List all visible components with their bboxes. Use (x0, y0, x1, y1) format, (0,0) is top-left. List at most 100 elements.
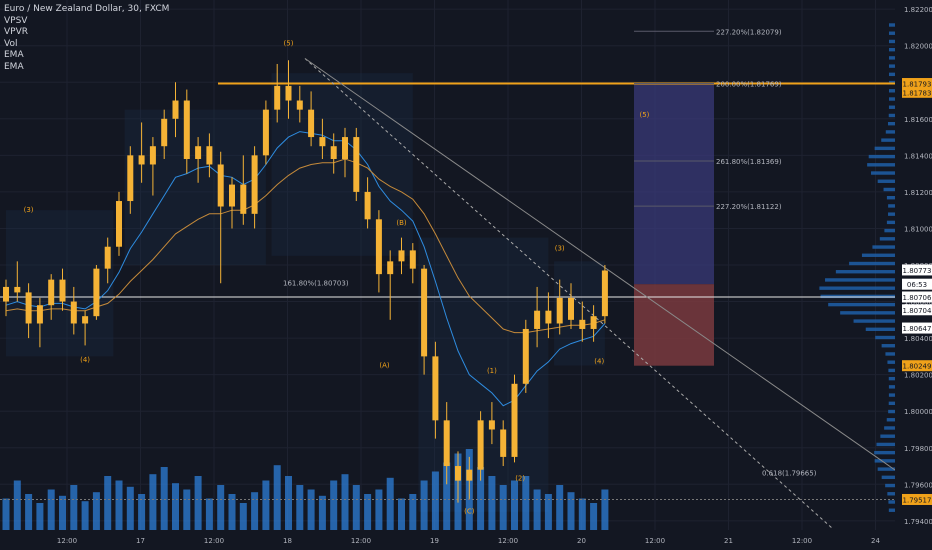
vpvr-bar (876, 442, 895, 447)
candle-body (116, 201, 122, 247)
candle-body (127, 155, 134, 202)
vpvr-bar (888, 204, 895, 208)
time-tick-label: 12:00 (351, 537, 371, 545)
ema-lines (5, 131, 606, 407)
candle-body (36, 305, 43, 324)
volume-bar (126, 486, 134, 530)
candle-body (455, 466, 461, 481)
vpvr-bar (888, 401, 895, 406)
volume-bar (398, 498, 405, 530)
price-axis[interactable]: 1.822001.820001.818001.816001.814001.812… (895, 0, 932, 550)
candle-body (330, 146, 337, 159)
volume-bar (149, 474, 157, 530)
time-tick-label: 12:00 (57, 537, 77, 545)
candle-body (477, 420, 484, 470)
candle-body (353, 137, 360, 192)
vpvr-bar (840, 311, 895, 315)
time-axis[interactable]: 12:00 17 12:00 18 12:00 19 12:00 20 12:00 21 12:00… (0, 530, 932, 550)
candle-body (25, 292, 32, 324)
vpvr-bar (875, 335, 895, 340)
volume-bar (544, 494, 552, 530)
volume-bar (556, 485, 564, 530)
volume-bar (104, 476, 112, 530)
vpvr-bar (886, 418, 895, 422)
indicator-vpvr[interactable]: VPVR (4, 27, 28, 37)
price-tick-label: 1.79600 (904, 481, 932, 489)
vpvr-bar (888, 385, 895, 389)
volume-bar (239, 503, 247, 530)
price-tick-label: 1.81600 (904, 116, 932, 124)
vpvr-bar (888, 113, 895, 118)
price-tick-label: 1.80400 (904, 335, 932, 343)
indicator-vpsv[interactable]: VPSV (4, 15, 28, 26)
candle-body (364, 191, 371, 220)
vpvr-bar (887, 492, 895, 496)
vpvr-bar (881, 344, 895, 348)
volume-bar (262, 480, 270, 530)
volume-bar (522, 476, 530, 530)
volume-bar (285, 476, 292, 530)
vpvr-bar (871, 171, 895, 175)
drawing-lines[interactable] (0, 58, 896, 529)
candle-body (579, 319, 586, 329)
volume-bar (409, 494, 417, 530)
volume-bar (341, 474, 349, 530)
volume-bar (70, 485, 78, 530)
vpvr-bar (888, 409, 895, 414)
vpvr-bar (883, 187, 895, 192)
volume-bar (578, 498, 586, 530)
indicator-ema-fast[interactable]: EMA (4, 50, 24, 60)
vpvr-bar (877, 179, 895, 183)
indicator-ema-slow[interactable]: EMA (4, 61, 24, 72)
time-tick-label: 12:00 (792, 537, 812, 545)
vpvr-bar (868, 154, 895, 159)
time-tick-label: 12:00 (645, 537, 665, 545)
price-tick-label: 1.79800 (904, 445, 932, 453)
wave-labels: (5) (3) (B) (4) (A) (1) (2) (C) (3) (4) (5) (24, 40, 650, 516)
price-label-badge (902, 493, 932, 505)
price-label-text: 06:53 (907, 281, 927, 289)
price-label-badge (902, 291, 932, 303)
wave-label: (4) (594, 358, 604, 366)
ema-fast-line (5, 131, 606, 407)
price-label-badge (902, 86, 932, 98)
volume-bar (194, 476, 202, 530)
volume-bar (364, 494, 372, 530)
position-zones[interactable] (634, 83, 714, 366)
indicator-vol[interactable]: Vol (4, 38, 18, 49)
volume-bar (251, 492, 259, 530)
vpvr-bar (872, 245, 895, 249)
price-label-text: 1.80773 (903, 267, 932, 275)
session-profile-box (271, 73, 413, 256)
time-tick-label: 20 (577, 537, 586, 545)
candle-body (601, 270, 608, 317)
vpvr-bar (887, 121, 895, 126)
candle-body (104, 246, 111, 269)
price-label-text: 1.81793 (903, 81, 932, 89)
wave-label: (1) (487, 367, 497, 375)
wave-label: (3) (555, 244, 565, 252)
vpvr-bar (874, 450, 895, 455)
volume-bar (488, 476, 496, 530)
candle-body (138, 155, 145, 165)
price-label-badge (902, 278, 932, 290)
volume-bar (25, 494, 33, 530)
volume-bar (590, 503, 598, 530)
price-label-badge (902, 322, 932, 334)
fib-level-label: 227.20%(1.82079) (716, 28, 782, 36)
volume-bar (431, 471, 439, 530)
candle-body (70, 301, 77, 324)
price-tick-label: 1.79400 (904, 518, 932, 526)
vpvr-bar (886, 220, 895, 225)
candle-body (217, 164, 224, 207)
price-label-text: 1.79517 (903, 496, 932, 504)
price-label-text: 1.80704 (903, 307, 932, 315)
volume-bar (511, 480, 518, 530)
vpvr-bar (889, 39, 895, 44)
candle-body (195, 146, 202, 159)
fib-level-label: 0.618(1.79665) (762, 469, 817, 477)
volume-bar (217, 485, 225, 530)
candle-body (375, 219, 382, 275)
